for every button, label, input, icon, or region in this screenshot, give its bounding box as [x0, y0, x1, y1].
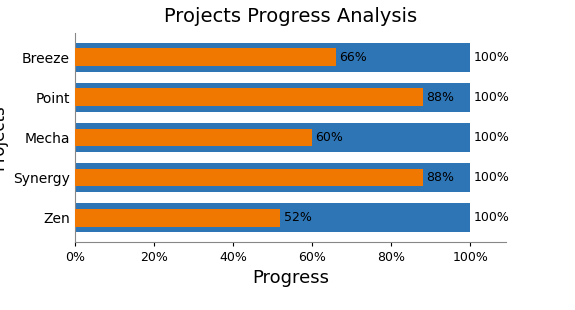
Bar [75, 123, 470, 152]
Text: 100%: 100% [474, 171, 509, 184]
Bar [75, 169, 423, 186]
Y-axis label: Projects: Projects [0, 104, 7, 170]
Bar [75, 88, 423, 106]
X-axis label: Progress: Progress [252, 269, 329, 287]
Text: 88%: 88% [426, 91, 454, 104]
Text: 60%: 60% [315, 131, 343, 144]
Bar [75, 203, 470, 232]
Text: 88%: 88% [426, 171, 454, 184]
Text: 52%: 52% [283, 211, 312, 224]
Text: 100%: 100% [474, 131, 509, 144]
Bar [75, 48, 336, 66]
Text: 100%: 100% [474, 91, 509, 104]
Bar [75, 209, 281, 227]
Bar [75, 83, 470, 112]
Bar [75, 43, 470, 72]
Text: 100%: 100% [474, 211, 509, 224]
Text: 66%: 66% [339, 51, 367, 64]
Bar [75, 163, 470, 192]
Title: Projects Progress Analysis: Projects Progress Analysis [164, 7, 417, 26]
Bar [75, 129, 312, 146]
Text: 100%: 100% [474, 51, 509, 64]
